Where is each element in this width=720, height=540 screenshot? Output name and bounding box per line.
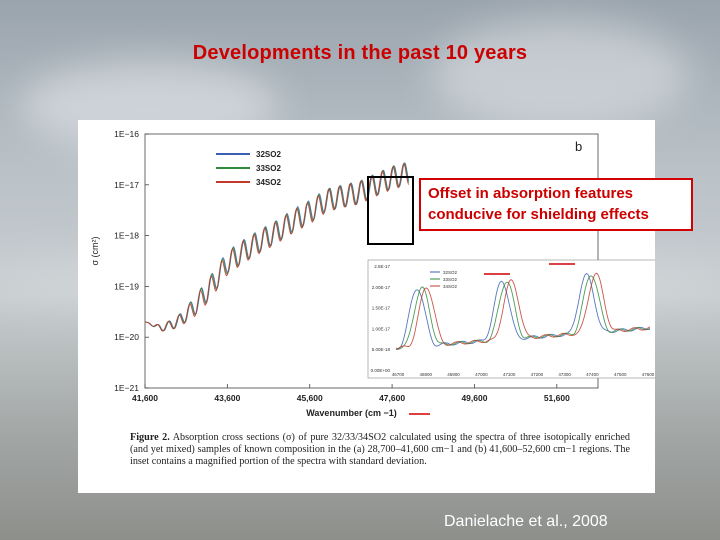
inset-series-line-34SO2 (395, 272, 651, 350)
x-tick-label: 43,600 (214, 393, 240, 403)
inset-y-tick-label: 0.00E+00 (371, 368, 391, 373)
y-tick-label: 1E−18 (114, 231, 139, 241)
y-tick-label: 1E−19 (114, 281, 139, 291)
y-tick-label: 1E−21 (114, 383, 139, 393)
series-line-34SO2 (144, 163, 410, 332)
y-tick-label: 1E−20 (114, 332, 139, 342)
inset-x-tick-label: 47400 (586, 372, 599, 377)
x-tick-label: 51,600 (544, 393, 570, 403)
inset-y-tick-label: 1.50E-17 (372, 306, 391, 311)
inset-legend-label: 34SO2 (443, 284, 458, 289)
slide-title: Developments in the past 10 years (192, 42, 528, 64)
figure-panel: 1E−16 1E−17 1E−18 1E−19 1E−20 1E−21 41,600 43,6… (78, 120, 655, 493)
panel-label: b (575, 139, 582, 154)
inset-x-tick-label: 47100 (503, 372, 516, 377)
caption-label: Figure 2. (130, 432, 170, 443)
inset-x-tick-label: 47600 (642, 372, 655, 377)
inset-y-tick-label: 1.00E-17 (372, 326, 391, 331)
x-tick-label: 45,600 (297, 393, 323, 403)
callout-line-1: Offset in absorption features (428, 185, 634, 202)
callout-line-2: conducive for shielding effects (428, 206, 649, 223)
x-axis-label: Wavenumber (cm −1) (306, 408, 396, 418)
legend-label-32SO2: 32SO2 (256, 150, 281, 159)
inset-x-tick-label: 46900 (447, 372, 460, 377)
inset-y-tick-label: 2.5E-17 (374, 264, 390, 269)
inset-frame (367, 259, 655, 379)
x-tick-label: 47,600 (379, 393, 405, 403)
inset-x-tick-label: 46800 (420, 372, 433, 377)
inset-x-tick-label: 46700 (392, 372, 405, 377)
figure-caption: Figure 2. Absorption cross sections (σ) … (130, 432, 630, 468)
citation: Danielache et al., 2008 (444, 513, 608, 530)
x-tick-label: 41,600 (132, 393, 158, 403)
x-tick-label: 49,600 (461, 393, 487, 403)
inset-y-tick-label: 2.00E-17 (372, 285, 391, 290)
legend-label-34SO2: 34SO2 (256, 178, 281, 187)
sky-cloud (430, 20, 690, 130)
highlight-box (367, 176, 414, 245)
inset-series-line-32SO2 (395, 272, 651, 350)
inset-x-tick-label: 47200 (531, 372, 544, 377)
inset-y-tick-label: 5.00E-18 (372, 347, 391, 352)
y-axis-label: σ (cm²) (90, 236, 100, 265)
y-tick-label: 1E−17 (114, 180, 139, 190)
inset-x-tick-label: 47300 (558, 372, 571, 377)
inset-x-tick-label: 47000 (475, 372, 488, 377)
caption-text: Absorption cross sections (σ) of pure 32… (130, 432, 630, 467)
legend-label-33SO2: 33SO2 (256, 164, 281, 173)
inset-series-line-33SO2 (395, 275, 651, 350)
inset-legend-label: 33SO2 (443, 277, 458, 282)
inset-legend-label: 32SO2 (443, 270, 458, 275)
callout-box: Offset in absorption features conducive … (419, 178, 693, 231)
y-tick-label: 1E−16 (114, 129, 139, 139)
inset-x-tick-label: 47500 (614, 372, 627, 377)
